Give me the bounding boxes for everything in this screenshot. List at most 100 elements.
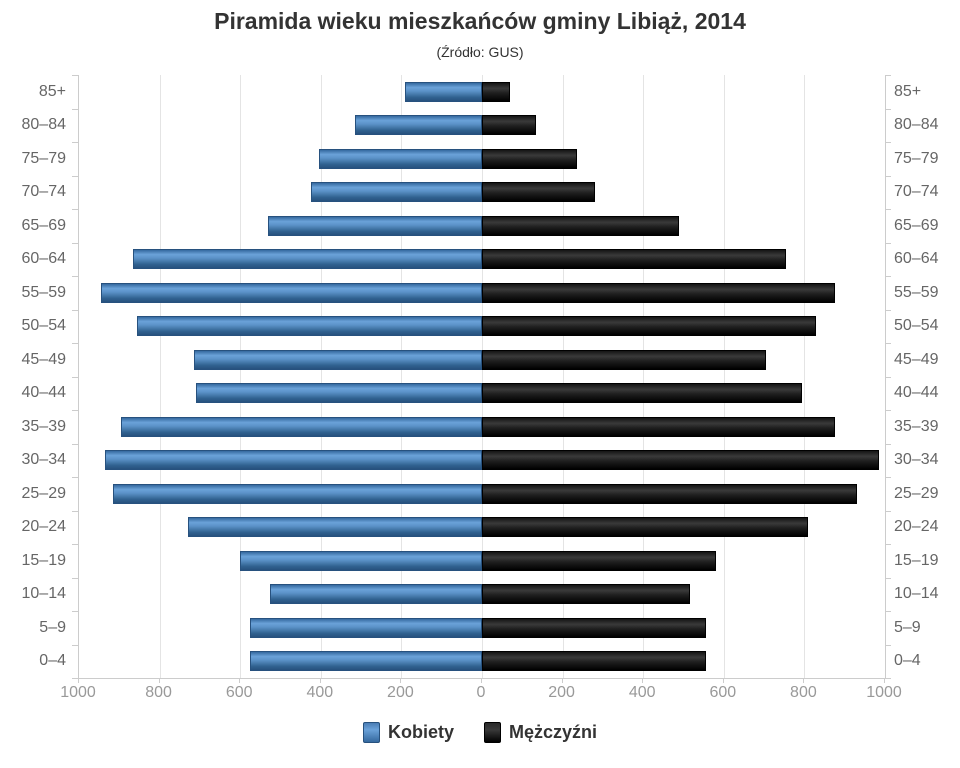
y-axis-tick bbox=[885, 443, 891, 445]
x-axis-tick bbox=[239, 678, 241, 683]
age-label-right-20–24: 20–24 bbox=[894, 518, 939, 536]
y-axis-tick bbox=[72, 75, 78, 76]
bar-women-45–49 bbox=[193, 349, 482, 370]
age-label-right-25–29: 25–29 bbox=[894, 484, 939, 502]
y-axis-tick bbox=[885, 209, 891, 210]
bar-men-45–49 bbox=[482, 349, 767, 370]
y-axis-tick bbox=[72, 544, 78, 545]
gridline bbox=[159, 75, 161, 678]
x-axis-tick bbox=[722, 678, 724, 683]
y-axis-tick bbox=[72, 309, 78, 311]
bar-women-25–29 bbox=[113, 483, 482, 504]
age-label-right-5–9: 5–9 bbox=[894, 618, 921, 636]
age-label-left-35–39: 35–39 bbox=[21, 417, 67, 435]
gridline bbox=[723, 75, 725, 678]
bar-men-75–79 bbox=[482, 148, 577, 169]
age-label-left-5–9: 5–9 bbox=[39, 618, 66, 636]
bar-men-30–34 bbox=[482, 450, 879, 471]
age-label-right-80–84: 80–84 bbox=[894, 116, 939, 134]
age-label-right-40–44: 40–44 bbox=[894, 384, 939, 402]
bar-men-60–64 bbox=[482, 249, 787, 270]
age-label-left-55–59: 55–59 bbox=[21, 283, 67, 301]
age-label-left-80–84: 80–84 bbox=[21, 116, 67, 134]
legend-label-women: Kobiety bbox=[387, 722, 454, 742]
y-axis-tick bbox=[885, 410, 891, 411]
age-label-right-35–39: 35–39 bbox=[894, 417, 939, 435]
bar-women-40–44 bbox=[195, 383, 482, 404]
x-axis-label: 0 bbox=[476, 684, 486, 701]
age-label-left-25–29: 25–29 bbox=[21, 484, 67, 502]
y-axis-tick bbox=[885, 678, 891, 679]
age-label-right-30–34: 30–34 bbox=[894, 451, 939, 469]
y-axis-tick bbox=[72, 242, 78, 244]
y-axis-tick bbox=[72, 611, 78, 612]
age-label-right-15–19: 15–19 bbox=[894, 551, 939, 569]
legend-label-men: Mężczyźni bbox=[508, 722, 598, 742]
bar-women-70–74 bbox=[310, 182, 482, 203]
y-axis-tick bbox=[885, 477, 891, 478]
y-axis-tick bbox=[72, 443, 78, 445]
age-label-right-55–59: 55–59 bbox=[894, 283, 939, 301]
gridline bbox=[401, 75, 403, 678]
age-label-left-0–4: 0–4 bbox=[39, 652, 66, 670]
y-axis-tick bbox=[72, 410, 78, 411]
x-axis-tick bbox=[884, 678, 885, 683]
bar-men-0–4 bbox=[482, 651, 706, 672]
bar-women-15–19 bbox=[240, 550, 482, 571]
x-axis-tick bbox=[561, 678, 563, 683]
age-label-right-50–54: 50–54 bbox=[894, 317, 939, 335]
y-axis-tick bbox=[885, 142, 891, 143]
y-axis-tick bbox=[72, 644, 78, 646]
y-axis-tick bbox=[885, 644, 891, 646]
x-axis-label: 600 bbox=[709, 684, 737, 701]
gridline bbox=[320, 75, 322, 678]
bar-men-10–14 bbox=[482, 584, 690, 605]
bar-men-15–19 bbox=[482, 550, 716, 571]
x-axis-label: 1000 bbox=[866, 684, 902, 701]
bar-women-0–4 bbox=[250, 651, 482, 672]
y-axis-tick bbox=[885, 276, 891, 277]
age-label-left-75–79: 75–79 bbox=[21, 149, 67, 167]
bar-men-55–59 bbox=[482, 282, 835, 303]
y-axis-tick bbox=[72, 276, 78, 277]
x-axis-label: 200 bbox=[548, 684, 575, 701]
age-label-left-15–19: 15–19 bbox=[21, 551, 67, 569]
y-axis-tick bbox=[885, 510, 891, 512]
bar-women-80–84 bbox=[355, 115, 482, 136]
bar-men-70–74 bbox=[482, 182, 595, 203]
age-label-left-20–24: 20–24 bbox=[21, 518, 67, 536]
gridline bbox=[562, 75, 564, 678]
age-label-left-65–69: 65–69 bbox=[21, 216, 67, 234]
bar-men-35–39 bbox=[482, 416, 835, 437]
age-label-right-10–14: 10–14 bbox=[894, 585, 939, 603]
gridline bbox=[482, 75, 483, 678]
plot-area bbox=[78, 75, 886, 679]
age-label-left-85+: 85+ bbox=[38, 82, 66, 100]
chart-title: Piramida wieku mieszkańców gminy Libiąż,… bbox=[214, 8, 746, 34]
y-axis-tick bbox=[72, 108, 78, 110]
bar-women-75–79 bbox=[318, 148, 482, 169]
age-label-left-70–74: 70–74 bbox=[21, 183, 67, 201]
gridline bbox=[643, 75, 645, 678]
y-axis-tick bbox=[72, 678, 78, 679]
y-axis-tick bbox=[72, 142, 78, 143]
age-label-right-0–4: 0–4 bbox=[894, 652, 921, 670]
y-axis-tick bbox=[885, 611, 891, 612]
x-axis-label: 400 bbox=[306, 684, 334, 701]
x-axis-tick bbox=[319, 678, 321, 683]
x-axis-tick bbox=[803, 678, 805, 683]
y-axis-tick bbox=[885, 242, 891, 244]
y-axis-tick bbox=[72, 175, 78, 177]
bar-men-20–24 bbox=[482, 517, 809, 538]
age-label-left-30–34: 30–34 bbox=[21, 451, 67, 469]
bar-women-85+ bbox=[405, 81, 482, 102]
y-axis-tick bbox=[72, 343, 78, 344]
x-axis-label: 800 bbox=[790, 684, 817, 701]
x-axis-tick bbox=[158, 678, 160, 683]
age-label-left-60–64: 60–64 bbox=[21, 250, 67, 268]
bar-women-50–54 bbox=[137, 316, 482, 337]
bar-women-5–9 bbox=[250, 617, 482, 638]
age-label-right-65–69: 65–69 bbox=[894, 216, 939, 234]
y-axis-tick bbox=[885, 75, 891, 76]
